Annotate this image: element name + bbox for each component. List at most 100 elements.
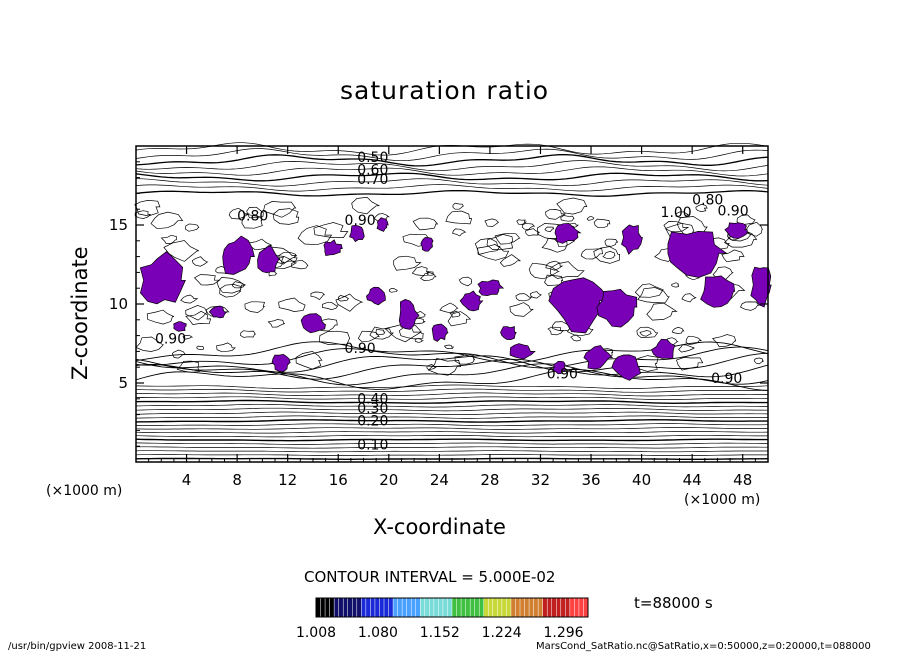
- contour-line: [420, 272, 437, 281]
- contour-label: 0.40: [357, 392, 388, 408]
- contour-line: [135, 403, 769, 408]
- supersaturated-region: [596, 288, 638, 328]
- colorbar-swatch: [569, 598, 575, 617]
- contour-line: [545, 260, 564, 271]
- contour-line: [135, 388, 769, 393]
- supersaturated-region: [611, 354, 641, 381]
- colorbar-swatch: [433, 598, 439, 617]
- contour-line: [135, 346, 769, 369]
- contour-line: [637, 287, 670, 304]
- contour-line: [135, 415, 769, 419]
- supersaturated-region: [724, 222, 748, 239]
- colorbar-swatch: [352, 598, 357, 617]
- contour-line: [135, 358, 769, 380]
- supersaturated-region: [621, 224, 643, 255]
- contour-line: [412, 217, 439, 231]
- colorbar-swatch: [438, 598, 443, 617]
- supersaturated-region: [650, 338, 676, 360]
- contour-label: 0.20: [357, 414, 388, 430]
- contour-line: [310, 291, 326, 301]
- contour-line: [272, 208, 300, 225]
- chart-title: saturation ratio: [340, 76, 550, 105]
- contour-line: [182, 334, 194, 340]
- contour-line: [135, 154, 769, 167]
- x-tick-label: 36: [581, 471, 600, 489]
- colorbar-swatch: [488, 598, 493, 617]
- contour-line: [185, 305, 208, 321]
- contour-line: [443, 344, 455, 350]
- contour-line: [586, 216, 595, 221]
- contour-line: [389, 288, 398, 293]
- y-tick-label: 10: [109, 295, 128, 313]
- contour-label: 0.90: [547, 366, 578, 382]
- colorbar-swatch: [397, 598, 403, 617]
- contour-line: [560, 215, 575, 222]
- x-tick-label: 8: [232, 471, 242, 489]
- supersaturated-region: [366, 286, 386, 306]
- colorbar-swatch: [343, 598, 348, 617]
- contour-line: [318, 330, 351, 345]
- contour-line: [135, 184, 769, 192]
- contour-line: [634, 283, 664, 298]
- contour-line: [160, 234, 177, 244]
- x-tick-label: 20: [379, 471, 398, 489]
- x-tick-label: 28: [480, 471, 499, 489]
- supersaturated-region: [257, 245, 281, 274]
- colorbar-swatch: [420, 598, 425, 617]
- contour-label: 0.80: [692, 192, 723, 208]
- colorbar-swatch: [334, 598, 339, 617]
- colorbar-swatch: [470, 598, 475, 617]
- colorbar-swatch: [520, 598, 525, 617]
- contour-line: [135, 384, 769, 389]
- colorbar-swatch: [429, 598, 434, 617]
- contour-interval-label: CONTOUR INTERVAL = 5.000E-02: [304, 568, 556, 586]
- colorbar-swatch: [483, 598, 489, 617]
- contour-line: [477, 244, 510, 261]
- y-axis: 5 10 15: [109, 161, 768, 447]
- contour-line: [721, 249, 745, 263]
- contour-line: [736, 214, 756, 226]
- x-tick-label: 4: [182, 471, 192, 489]
- contour-label: 1.00: [661, 205, 692, 221]
- contour-lines: [134, 142, 769, 460]
- supersaturated-region: [139, 251, 186, 305]
- colorbar-swatch: [402, 598, 407, 617]
- supersaturated-region: [431, 323, 449, 342]
- contour-line: [753, 357, 764, 365]
- x-tick-label: 40: [632, 471, 651, 489]
- colorbar-swatch: [456, 598, 462, 617]
- supersaturated-region: [667, 231, 728, 278]
- contour-line: [135, 189, 769, 197]
- contour-line: [646, 302, 678, 321]
- contour-line: [135, 431, 769, 434]
- contour-line: [297, 225, 333, 246]
- contour-line: [337, 295, 349, 302]
- contour-label: 0.70: [357, 172, 388, 188]
- contour-line: [499, 254, 522, 267]
- contour-line: [246, 206, 264, 219]
- colorbar-swatch: [325, 598, 330, 617]
- supersaturated-region: [300, 313, 326, 334]
- contour-line: [135, 423, 769, 427]
- colorbar-swatch: [361, 598, 366, 617]
- contour-line: [196, 345, 205, 350]
- contour-line: [427, 357, 461, 376]
- colorbar-swatch: [388, 598, 394, 617]
- contour-line: [134, 200, 161, 217]
- supersaturated-region: [509, 343, 536, 360]
- contour-label: 0.90: [345, 213, 376, 229]
- contour-line: [135, 442, 768, 445]
- supersaturated-region: [349, 224, 365, 243]
- contour-line: [219, 284, 242, 298]
- supersaturated-region: [554, 223, 582, 244]
- colorbar: 1.008 1.080 1.152 1.224 1.296: [296, 597, 589, 641]
- contour-line: [528, 262, 560, 280]
- supersaturated-region: [420, 237, 434, 252]
- supersaturated-region: [477, 279, 505, 296]
- colorbar-swatch: [406, 598, 412, 617]
- contour-line: [580, 248, 604, 260]
- contour-line: [244, 301, 265, 313]
- contour-line: [291, 259, 309, 270]
- colorbar-swatch: [524, 598, 530, 617]
